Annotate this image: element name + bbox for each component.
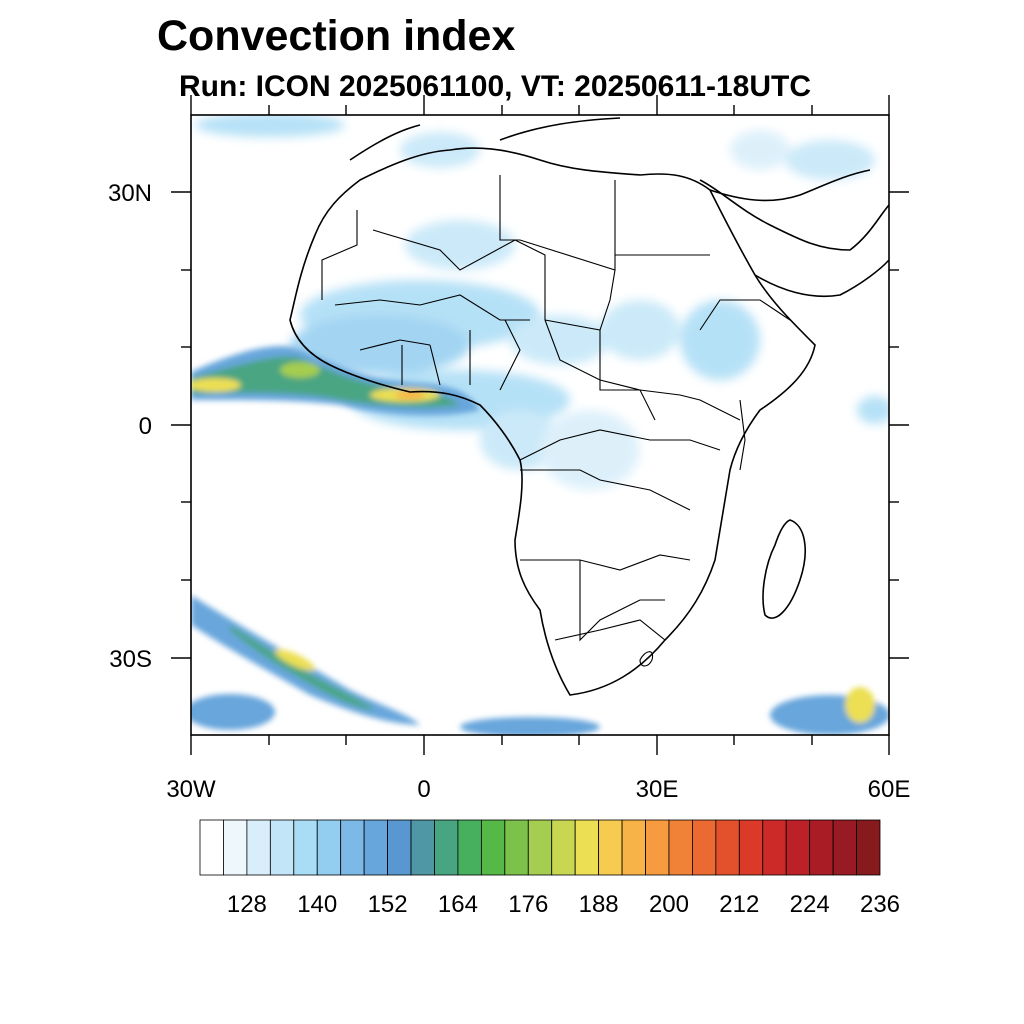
lon-label-30w: 30W <box>166 776 216 803</box>
lon-label-0: 0 <box>417 776 430 803</box>
colorbar-swatch <box>269 819 295 876</box>
colorbar-label: 212 <box>719 891 759 918</box>
colorbar-label: 224 <box>790 891 830 918</box>
lon-label-30e: 30E <box>636 776 679 803</box>
colorbar-swatch <box>832 819 857 876</box>
colorbar-swatch <box>223 819 248 876</box>
colorbar-label: 152 <box>368 891 408 918</box>
colorbar-swatch <box>316 819 342 876</box>
colorbar-swatch <box>692 819 717 876</box>
colorbar-swatch <box>856 819 881 876</box>
colorbar-swatch <box>410 819 435 876</box>
colorbar-swatch <box>738 819 764 876</box>
convection-field <box>191 115 889 735</box>
colorbar-swatch <box>340 819 365 876</box>
lat-label-30s: 30S <box>109 646 152 673</box>
colorbar-label: 188 <box>579 891 619 918</box>
colorbar-swatch <box>480 819 506 876</box>
lon-label-60e: 60E <box>868 776 911 803</box>
colorbar-swatch <box>434 819 459 876</box>
map-title: Convection index <box>157 12 516 60</box>
axis-ticks <box>171 95 909 755</box>
colorbar-label: 200 <box>649 891 689 918</box>
coastlines <box>289 117 889 696</box>
map-subtitle: Run: ICON 2025061100, VT: 20250611-18UTC <box>179 70 812 103</box>
lat-label-30n: 30N <box>108 180 152 207</box>
colorbar-swatch <box>199 819 224 876</box>
colorbar-swatch <box>809 819 834 876</box>
colorbar-label: 176 <box>508 891 548 918</box>
colorbar-labels: 128 140 152 164 176 188 200 212 224 236 <box>227 891 900 918</box>
colorbar-swatch <box>621 819 646 876</box>
colorbar-label: 164 <box>438 891 478 918</box>
colorbar-swatch <box>645 819 670 876</box>
colorbar-swatch <box>715 819 740 876</box>
colorbar-swatch <box>551 819 576 876</box>
colorbar-swatch <box>293 819 318 876</box>
colorbar-label: 236 <box>860 891 900 918</box>
colorbar-swatch <box>527 819 553 876</box>
country-borders <box>321 175 791 667</box>
colorbar-label: 128 <box>227 891 267 918</box>
colorbar-label: 140 <box>297 891 337 918</box>
colorbar-swatch <box>504 819 529 876</box>
colorbar-swatch <box>668 819 693 876</box>
colorbar-swatch <box>785 819 811 876</box>
colorbar-swatch <box>387 819 412 876</box>
colorbar-swatch <box>598 819 623 876</box>
colorbar-swatch <box>762 819 787 876</box>
colorbar <box>199 819 881 876</box>
colorbar-swatch <box>246 819 271 876</box>
colorbar-swatch <box>574 819 600 876</box>
colorbar-swatch <box>457 819 482 876</box>
colorbar-swatch <box>363 819 388 876</box>
lat-label-0: 0 <box>139 413 152 440</box>
